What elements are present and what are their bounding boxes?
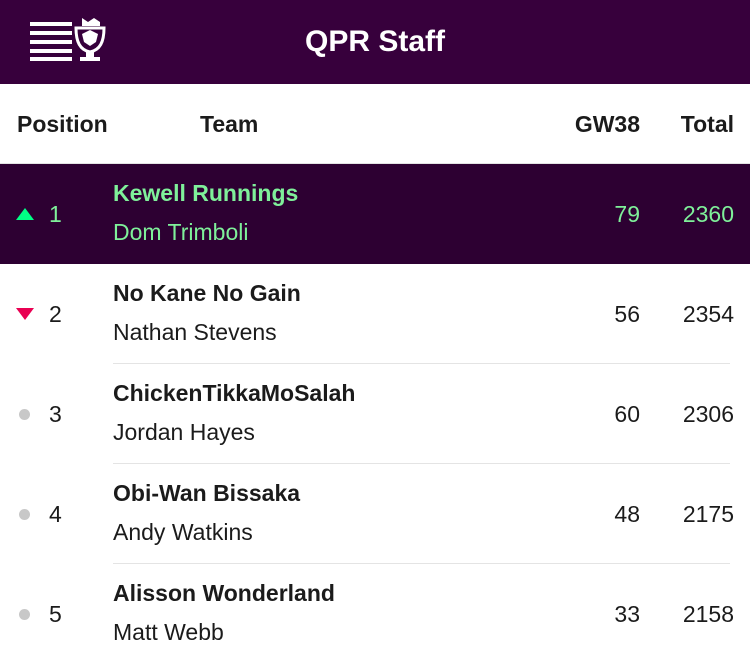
column-header-gameweek[interactable]: GW38	[574, 111, 640, 137]
standings-table: 1 Kewell Runnings Dom Trimboli 79 2360 2…	[0, 164, 750, 661]
table-row[interactable]: 2 No Kane No Gain Nathan Stevens 56 2354	[0, 264, 750, 364]
total-points: 2354	[682, 301, 734, 327]
team-name[interactable]: Obi-Wan Bissaka	[113, 480, 301, 506]
page-title: QPR Staff	[304, 25, 445, 58]
rank-up-arrow-icon	[16, 208, 34, 222]
gameweek-points: 79	[614, 201, 640, 227]
manager-name: Dom Trimboli	[113, 219, 249, 245]
total-points: 2306	[682, 401, 734, 427]
row-divider	[113, 563, 730, 564]
gameweek-points: 56	[614, 301, 640, 327]
total-points: 2175	[682, 501, 734, 527]
team-name[interactable]: ChickenTikkaMoSalah	[113, 380, 356, 406]
row-divider	[113, 463, 730, 464]
manager-name: Jordan Hayes	[113, 419, 255, 445]
rank-unchanged-dot-icon	[16, 508, 34, 522]
manager-name: Andy Watkins	[113, 519, 253, 545]
table-header: Position Team GW38 Total	[0, 84, 750, 164]
rank-number: 4	[49, 501, 62, 527]
team-name[interactable]: Alisson Wonderland	[113, 580, 335, 606]
manager-name: Nathan Stevens	[113, 319, 277, 345]
gameweek-points: 33	[614, 601, 640, 627]
table-row[interactable]: 3 ChickenTikkaMoSalah Jordan Hayes 60 23…	[0, 364, 750, 464]
team-name[interactable]: Kewell Runnings	[113, 180, 299, 206]
rank-unchanged-dot-icon	[16, 608, 34, 622]
rank-number: 5	[49, 601, 62, 627]
row-divider	[113, 363, 730, 364]
rank-down-arrow-icon	[16, 308, 34, 322]
table-row[interactable]: 4 Obi-Wan Bissaka Andy Watkins 48 2175	[0, 464, 750, 564]
total-points: 2158	[682, 601, 734, 627]
table-row[interactable]: 1 Kewell Runnings Dom Trimboli 79 2360	[0, 164, 750, 264]
table-row[interactable]: 5 Alisson Wonderland Matt Webb 33 2158	[0, 564, 750, 661]
total-points: 2360	[682, 201, 734, 227]
column-header-team[interactable]: Team	[200, 111, 259, 137]
column-header-total[interactable]: Total	[680, 111, 734, 137]
rank-number: 1	[49, 201, 62, 227]
gameweek-points: 48	[614, 501, 640, 527]
gameweek-points: 60	[614, 401, 640, 427]
manager-name: Matt Webb	[113, 619, 224, 645]
premier-league-logo-icon[interactable]	[30, 16, 108, 62]
rank-unchanged-dot-icon	[16, 408, 34, 422]
rank-number: 3	[49, 401, 62, 427]
top-bar: QPR Staff	[0, 0, 750, 84]
team-name[interactable]: No Kane No Gain	[113, 280, 301, 306]
rank-number: 2	[49, 301, 62, 327]
column-header-position[interactable]: Position	[17, 111, 108, 137]
